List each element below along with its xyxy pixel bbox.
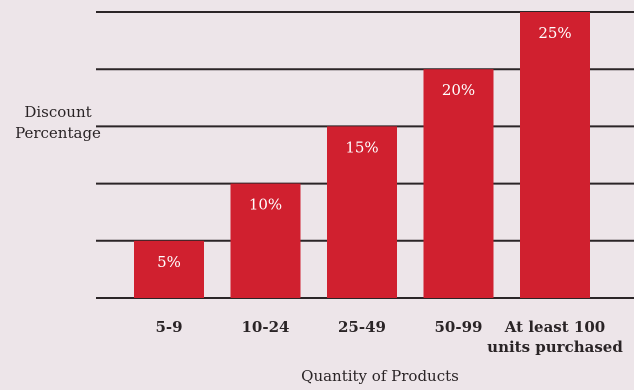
category-label: At least 100 units purchased [487, 318, 623, 356]
x-axis-label: Quantity of Products [301, 367, 459, 385]
bar-10-24 [230, 183, 301, 298]
category-label: 25-49 [338, 318, 386, 336]
bars [134, 12, 590, 299]
bar-value-label: 20% [442, 81, 475, 99]
bar-50-99 [423, 69, 494, 298]
category-label-line: 25-49 [338, 318, 386, 336]
category-label-line: 10-24 [242, 318, 290, 336]
category-label-line: 50-99 [435, 318, 483, 336]
category-label-line: units purchased [487, 338, 623, 356]
category-label: 10-24 [242, 318, 290, 336]
category-label: 50-99 [435, 318, 483, 336]
bar-value-label: 5% [157, 253, 181, 271]
bar-at-least-100-units-purchased [520, 12, 590, 298]
category-label-line: 5-9 [155, 318, 182, 336]
bar-value-label: 10% [249, 196, 282, 214]
bar-25-49 [327, 126, 397, 299]
value-labels: 5% 10% 15% 20% 25% [157, 24, 572, 271]
category-labels: 5-9 10-24 25-49 50-99 At least 100 units purc… [155, 318, 623, 356]
bar-value-label: 15% [345, 138, 378, 156]
category-label-line: At least 100 [504, 318, 605, 336]
bar-5-9 [134, 240, 204, 298]
y-axis-label-text: Discount Percentage [15, 103, 101, 142]
bar-value-label: 25% [538, 24, 571, 42]
y-axis-label: Discount Percentage [2, 102, 114, 144]
category-label: 5-9 [155, 318, 182, 336]
